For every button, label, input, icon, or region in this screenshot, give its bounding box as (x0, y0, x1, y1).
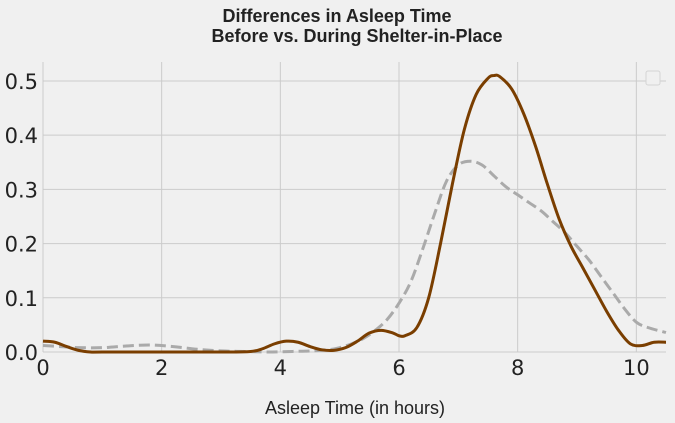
series-layer (42, 73, 667, 354)
y-tick-labels: 0.0 0.1 0.2 0.3 0.4 0.5 (5, 70, 38, 365)
y-tick-label: 0.4 (5, 124, 38, 148)
y-tick-label: 0.1 (5, 287, 38, 311)
x-tick-label: 6 (392, 356, 405, 380)
chart-title-line-1: Differences in Asleep Time (222, 6, 451, 26)
chart-title-line-2: Before vs. During Shelter-in-Place (211, 26, 502, 46)
x-gridlines (42, 62, 637, 352)
x-tick-label: 2 (155, 356, 168, 380)
y-tick-label: 0.2 (5, 233, 38, 257)
x-tick-label: 10 (623, 356, 650, 380)
legend-box (645, 70, 661, 86)
y-tick-label: 0.0 (5, 341, 38, 365)
x-axis-label: Asleep Time (in hours) (265, 398, 445, 418)
series-line-solid (42, 73, 667, 354)
y-tick-label: 0.5 (5, 70, 38, 94)
series-line-dashed (42, 159, 667, 354)
x-tick-labels: 0 2 4 6 8 10 (36, 356, 649, 380)
x-tick-label: 0 (36, 356, 49, 380)
x-tick-label: 8 (511, 356, 524, 380)
x-tick-label: 4 (274, 356, 287, 380)
y-tick-label: 0.3 (5, 178, 38, 202)
